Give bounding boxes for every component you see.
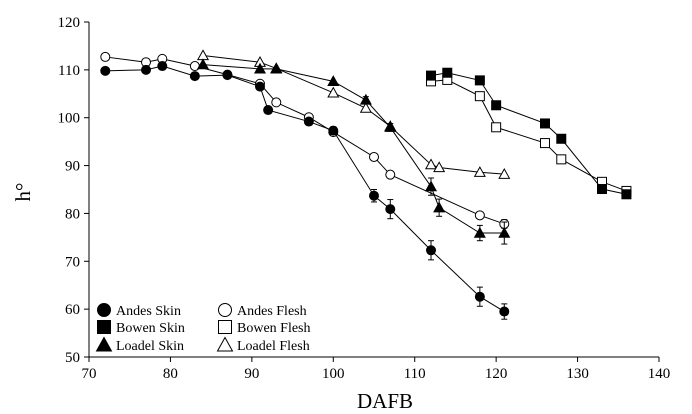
series-line-bowen-skin: [430, 72, 627, 195]
legend-marker-bowen-flesh: [218, 320, 232, 334]
data-point-andes-skin: [100, 65, 111, 76]
data-point-bowen-skin: [597, 184, 607, 195]
data-point-loadel-skin: [270, 62, 283, 74]
data-point-andes-skin: [141, 64, 151, 75]
data-point-loadel-flesh: [473, 166, 486, 177]
data-point-andes-flesh: [385, 169, 396, 180]
y-tick-label: 100: [58, 111, 81, 127]
x-axis-label: DAFB: [357, 389, 413, 413]
data-point-bowen-skin: [474, 75, 485, 86]
data-point-andes-skin: [189, 71, 200, 82]
data-point-loadel-flesh: [196, 49, 210, 61]
data-point-andes-flesh: [100, 51, 111, 62]
data-point-loadel-flesh: [327, 86, 340, 98]
data-point-loadel-skin: [327, 75, 340, 86]
data-point-andes-skin: [474, 291, 485, 302]
data-point-bowen-flesh: [474, 91, 485, 102]
x-tick-label: 140: [648, 366, 671, 382]
data-point-andes-skin: [385, 204, 396, 215]
x-tick-label: 110: [404, 366, 426, 382]
y-tick-label: 120: [58, 15, 81, 31]
legend-label-loadel-skin: Loadel Skin: [116, 339, 184, 354]
data-point-bowen-flesh: [556, 154, 567, 165]
legend-label-andes-flesh: Andes Flesh: [237, 304, 307, 319]
legend-marker-loadel-skin: [95, 336, 113, 352]
data-point-andes-flesh: [474, 210, 485, 221]
data-point-andes-skin: [369, 190, 379, 201]
y-tick-label: 50: [65, 350, 80, 366]
data-point-bowen-flesh: [491, 122, 502, 133]
data-point-andes-skin: [303, 116, 314, 127]
legend-label-bowen-flesh: Bowen Flesh: [237, 321, 311, 336]
legend-label-andes-skin: Andes Skin: [116, 304, 181, 319]
legend-marker-loadel-flesh: [216, 336, 234, 352]
series-bowen-skin: [426, 67, 632, 200]
legend-label-loadel-flesh: Loadel Flesh: [237, 339, 310, 354]
data-point-loadel-flesh: [433, 161, 446, 173]
data-point-andes-skin: [426, 245, 436, 256]
data-point-loadel-flesh: [359, 101, 372, 113]
data-point-loadel-skin: [359, 93, 372, 105]
data-point-bowen-skin: [426, 70, 436, 81]
y-tick-label: 90: [65, 159, 80, 175]
y-tick-label: 70: [65, 254, 80, 270]
data-point-andes-skin: [255, 81, 265, 92]
x-tick-label: 120: [485, 366, 508, 382]
legend-marker-andes-skin: [97, 303, 111, 317]
legend-marker-andes-flesh: [218, 303, 232, 317]
data-point-bowen-skin: [556, 133, 567, 144]
data-point-loadel-flesh: [498, 167, 511, 179]
data-point-bowen-skin: [442, 67, 453, 78]
data-point-andes-skin: [263, 105, 274, 116]
axes: 70 80 90 100 110 120 130 140 50 60 70 80 90 100 110 120: [58, 15, 671, 382]
data-point-andes-skin: [328, 125, 339, 136]
series-loadel-flesh: [196, 49, 511, 179]
data-point-bowen-skin: [621, 189, 632, 200]
data-point-andes-flesh: [369, 151, 379, 162]
data-point-loadel-skin: [473, 226, 486, 238]
y-axis-label: h°: [11, 183, 35, 202]
y-tick-label: 80: [65, 206, 80, 222]
legend: Andes Skin Bowen Skin Loadel Skin Andes Fle…: [95, 303, 311, 354]
data-point-loadel-skin: [424, 180, 438, 192]
data-point-loadel-skin: [253, 62, 267, 74]
series-layer: [100, 49, 632, 320]
x-tick-label: 130: [566, 366, 589, 382]
data-point-bowen-skin: [491, 100, 502, 111]
y-tick-label: 60: [65, 302, 80, 318]
legend-label-bowen-skin: Bowen Skin: [116, 321, 185, 336]
legend-marker-bowen-skin: [97, 320, 111, 334]
data-point-andes-flesh: [271, 97, 282, 108]
series-line-bowen-flesh: [430, 79, 627, 192]
data-point-loadel-flesh: [424, 158, 438, 170]
series-line-loadel-flesh: [202, 55, 505, 175]
series-line-andes-skin: [105, 65, 505, 312]
series-line-loadel-skin: [202, 64, 505, 234]
data-point-andes-skin: [157, 61, 168, 72]
data-point-bowen-skin: [540, 118, 550, 129]
x-tick-label: 90: [244, 366, 259, 382]
data-point-loadel-skin: [498, 226, 511, 238]
series-bowen-flesh: [426, 74, 632, 196]
data-point-andes-skin: [499, 306, 510, 317]
x-tick-label: 80: [163, 366, 178, 382]
data-point-bowen-flesh: [540, 138, 550, 149]
y-tick-label: 110: [58, 63, 80, 79]
data-point-andes-skin: [222, 70, 233, 81]
data-point-loadel-skin: [196, 58, 210, 70]
x-tick-label: 100: [322, 366, 345, 382]
data-point-loadel-skin: [384, 121, 397, 132]
data-point-loadel-skin: [433, 201, 446, 213]
series-andes-skin: [100, 61, 510, 320]
x-tick-label: 70: [82, 366, 97, 382]
series-loadel-skin: [196, 58, 511, 245]
